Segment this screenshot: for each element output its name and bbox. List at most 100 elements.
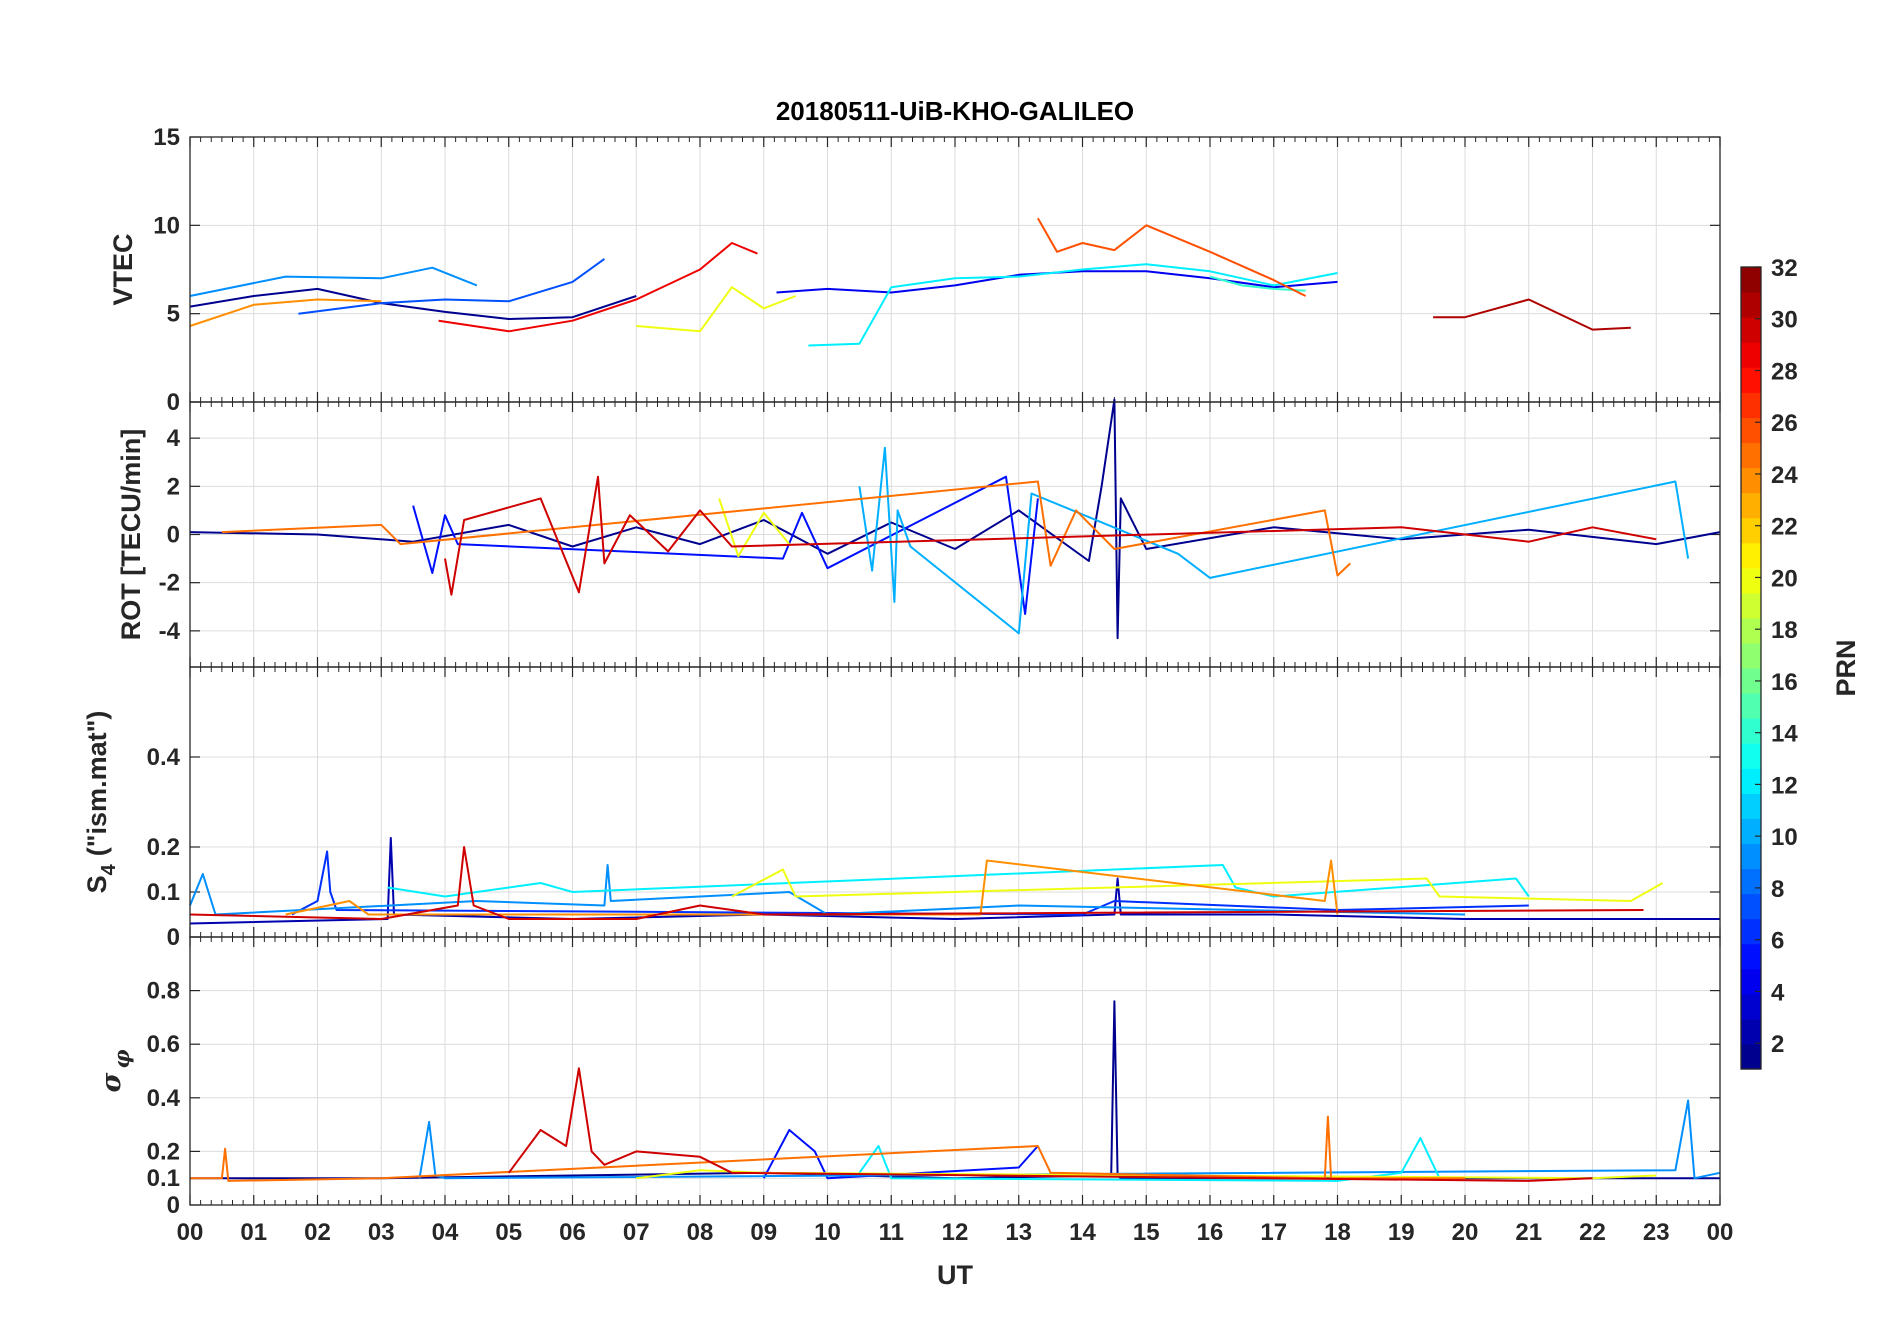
colorbar-segment xyxy=(1741,968,1761,995)
colorbar-segment xyxy=(1741,1043,1761,1070)
sigma-yticks: 00.10.2 0.4 0.6 0.8 xyxy=(147,978,181,1219)
rot-yticks: -4 -2 0 2 4 xyxy=(159,425,181,645)
series-line-prn-12 xyxy=(858,1137,1441,1182)
colorbar-tick-label: 6 xyxy=(1771,928,1784,955)
y-tick-label: 4 xyxy=(167,425,181,452)
colorbar-segment xyxy=(1741,317,1761,343)
sigma-series xyxy=(190,1000,1721,1182)
series-line-prn-24 xyxy=(189,298,382,327)
x-tick-label: 09 xyxy=(750,1219,777,1246)
series-line-prn-2 xyxy=(189,837,1720,925)
x-tick-label: 12 xyxy=(942,1219,969,1246)
colorbar-segment xyxy=(1741,768,1761,794)
series-line-prn-25 xyxy=(221,480,1351,577)
y-tick-label: 0 xyxy=(167,389,180,416)
colorbar-segment xyxy=(1741,918,1761,945)
x-tick-label: 07 xyxy=(623,1219,650,1246)
y-tick-label: 0.1 xyxy=(147,879,180,906)
series-line-prn-24 xyxy=(285,859,1339,916)
y-tick-label: 0.1 xyxy=(147,1165,180,1192)
vtec-yticks: 0 5 10 15 xyxy=(153,124,180,416)
x-tick-label: 13 xyxy=(1005,1219,1032,1246)
x-tick-label: 14 xyxy=(1069,1219,1096,1246)
colorbar-segment xyxy=(1741,417,1761,444)
sigma-ylabel-main: σ xyxy=(96,1072,127,1092)
xtick-labels: 00 01 02 03 04 05 06 07 08 09 10 11 12 13 14 15 16 17 18 19… xyxy=(177,1219,1734,1246)
x-tick-label: 08 xyxy=(687,1219,714,1246)
panel-s4: 0 0.1 0.2 0.4 S4 ("ism.mat") xyxy=(82,666,1721,951)
y-tick-label: 0.6 xyxy=(147,1031,180,1058)
series-line-prn-20 xyxy=(718,498,791,558)
colorbar-segment xyxy=(1741,392,1761,418)
series-line-prn-29 xyxy=(438,242,758,333)
colorbar-tick-label: 24 xyxy=(1771,462,1798,489)
colorbar-segment xyxy=(1741,818,1761,845)
rot-series xyxy=(189,398,1721,640)
s4-yticks: 0 0.1 0.2 0.4 xyxy=(147,744,181,951)
y-tick-label: 0.4 xyxy=(147,1085,181,1112)
colorbar-segment xyxy=(1741,893,1761,920)
colorbar-tick-label: 10 xyxy=(1771,824,1798,851)
chart-title: 20180511-UiB-KHO-GALILEO xyxy=(776,96,1134,126)
series-line-prn-1 xyxy=(189,398,1721,640)
x-tick-label: 21 xyxy=(1515,1219,1542,1246)
colorbar-tick-label: 14 xyxy=(1771,721,1798,748)
colorbar-tick-label: 18 xyxy=(1771,617,1798,644)
colorbar-segment xyxy=(1741,542,1761,569)
series-line-prn-14 xyxy=(1209,275,1306,292)
x-tick-label: 18 xyxy=(1324,1219,1351,1246)
sigma-ylabel: σφ xyxy=(96,1050,134,1093)
series-line-prn-5 xyxy=(762,1129,1039,1180)
series-line-prn-9 xyxy=(189,266,478,297)
x-tick-label: 01 xyxy=(240,1219,267,1246)
series-line-prn-12 xyxy=(387,864,1530,898)
vtec-ylabel: VTEC xyxy=(108,233,138,305)
x-tick-label: 00 xyxy=(1707,1219,1734,1246)
colorbar-tick-label: 2 xyxy=(1771,1031,1784,1058)
series-line-prn-25 xyxy=(190,1115,1465,1182)
vtec-series xyxy=(189,217,1631,347)
colorbar-segment xyxy=(1741,642,1761,669)
colorbar-segment xyxy=(1741,567,1761,594)
colorbar-tick-label: 16 xyxy=(1771,669,1798,696)
colorbar-tick-label: 4 xyxy=(1771,979,1785,1006)
colorbar-segment xyxy=(1741,718,1761,744)
series-line-prn-12 xyxy=(808,263,1338,347)
vtec-grid xyxy=(189,136,1721,403)
x-tick-label: 03 xyxy=(368,1219,395,1246)
y-tick-label: 0 xyxy=(167,522,180,549)
panel-vtec: 0 5 10 15 VTEC xyxy=(108,124,1721,416)
colorbar-segment xyxy=(1741,1018,1761,1045)
colorbar-segment xyxy=(1741,267,1761,293)
colorbar-segment xyxy=(1741,793,1761,819)
colorbar-frame xyxy=(1740,266,1762,1070)
panel-sigma-phi: 00.10.2 0.4 0.6 0.8 σφ xyxy=(96,936,1721,1219)
colorbar-segment xyxy=(1741,743,1761,769)
y-tick-label: 5 xyxy=(167,301,180,328)
y-tick-label: 0.2 xyxy=(147,1138,180,1165)
colorbar-label: PRN xyxy=(1831,639,1861,696)
x-tick-label: 10 xyxy=(814,1219,841,1246)
series-line-prn-20 xyxy=(636,286,796,333)
colorbar-segment xyxy=(1741,592,1761,619)
y-tick-label: 10 xyxy=(153,212,180,239)
x-tick-label: 15 xyxy=(1133,1219,1160,1246)
x-tick-label: 00 xyxy=(177,1219,204,1246)
x-tick-label: 06 xyxy=(559,1219,586,1246)
y-tick-label: 0 xyxy=(167,924,180,951)
colorbar-segment xyxy=(1741,868,1761,895)
y-tick-label: 2 xyxy=(167,473,180,500)
x-tick-label: 05 xyxy=(495,1219,522,1246)
x-tick-label: 20 xyxy=(1452,1219,1479,1246)
x-tick-label: 19 xyxy=(1388,1219,1415,1246)
colorbar-segment xyxy=(1741,943,1761,970)
x-tick-label: 16 xyxy=(1197,1219,1224,1246)
s4-series xyxy=(189,837,1720,925)
series-line-prn-30 xyxy=(507,1067,1593,1182)
y-tick-label: 0.2 xyxy=(147,834,180,861)
series-line-prn-9 xyxy=(189,864,1466,916)
colorbar-tick-label: 32 xyxy=(1771,255,1798,282)
series-line-prn-6 xyxy=(291,850,1529,916)
